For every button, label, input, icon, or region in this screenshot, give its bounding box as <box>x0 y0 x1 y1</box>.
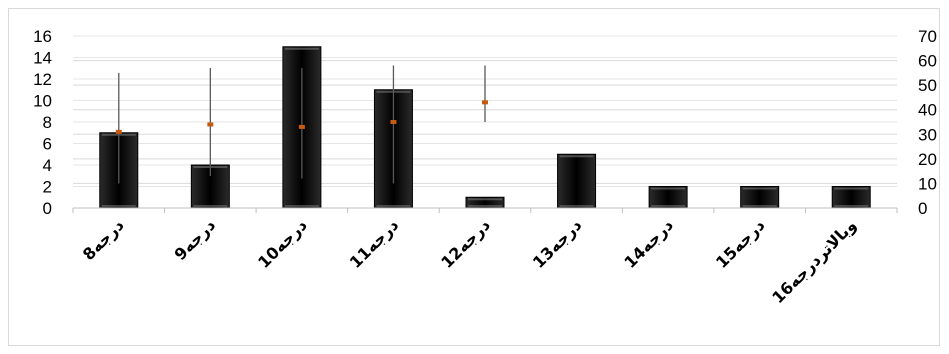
y-tick-label: 8 <box>43 113 52 132</box>
y-tick-label: 4 <box>43 156 52 175</box>
y-tick-label: 16 <box>33 27 52 46</box>
x-tick-label: 14درجه <box>620 215 677 272</box>
y-axis-right: 0 10 20 30 40 50 60 70 <box>918 27 937 218</box>
bar <box>557 153 597 209</box>
mid-marker <box>115 129 122 134</box>
y2-tick-label: 70 <box>918 27 937 46</box>
y-tick-label: 6 <box>43 135 52 154</box>
y2-tick-label: 10 <box>918 174 937 193</box>
mid-marker <box>207 122 214 127</box>
y2-tick-label: 40 <box>918 101 937 120</box>
x-tick-label: 16وبالاتردرجه <box>768 215 860 307</box>
y2-tick-label: 30 <box>918 125 937 144</box>
y2-tick-label: 0 <box>918 199 927 218</box>
x-tick-label: 11درجه <box>346 215 403 272</box>
y2-tick-label: 60 <box>918 52 937 71</box>
x-axis <box>72 207 898 213</box>
y2-tick-label: 20 <box>918 150 937 169</box>
y-tick-label: 0 <box>43 199 52 218</box>
x-tick-label: 15درجه <box>712 215 769 272</box>
bar <box>740 186 780 209</box>
bar <box>465 196 505 209</box>
y-tick-label: 2 <box>43 178 52 197</box>
x-tick-label: 9درجه <box>171 215 220 264</box>
x-tick-label: 13درجه <box>529 215 586 272</box>
range-series <box>115 65 488 184</box>
bar <box>648 186 688 209</box>
mid-marker <box>482 100 488 105</box>
y2-tick-label: 50 <box>918 76 937 95</box>
mid-marker <box>390 120 397 124</box>
mid-marker <box>298 124 305 129</box>
x-tick-label: 10درجه <box>254 215 311 272</box>
y-axis-left: 0 2 4 6 8 10 12 14 16 <box>33 27 52 218</box>
chart-area <box>8 8 940 346</box>
x-tick-label: 12درجه <box>437 215 494 272</box>
y-tick-label: 10 <box>33 92 52 111</box>
bar <box>831 186 871 209</box>
y-tick-label: 12 <box>33 70 52 89</box>
y-tick-label: 14 <box>33 49 52 68</box>
x-axis-labels: 8درجه 9درجه 10درجه 11درجه 12درجه 13درجه 14درجه… <box>79 215 860 307</box>
x-tick-label: 8درجه <box>79 215 128 264</box>
